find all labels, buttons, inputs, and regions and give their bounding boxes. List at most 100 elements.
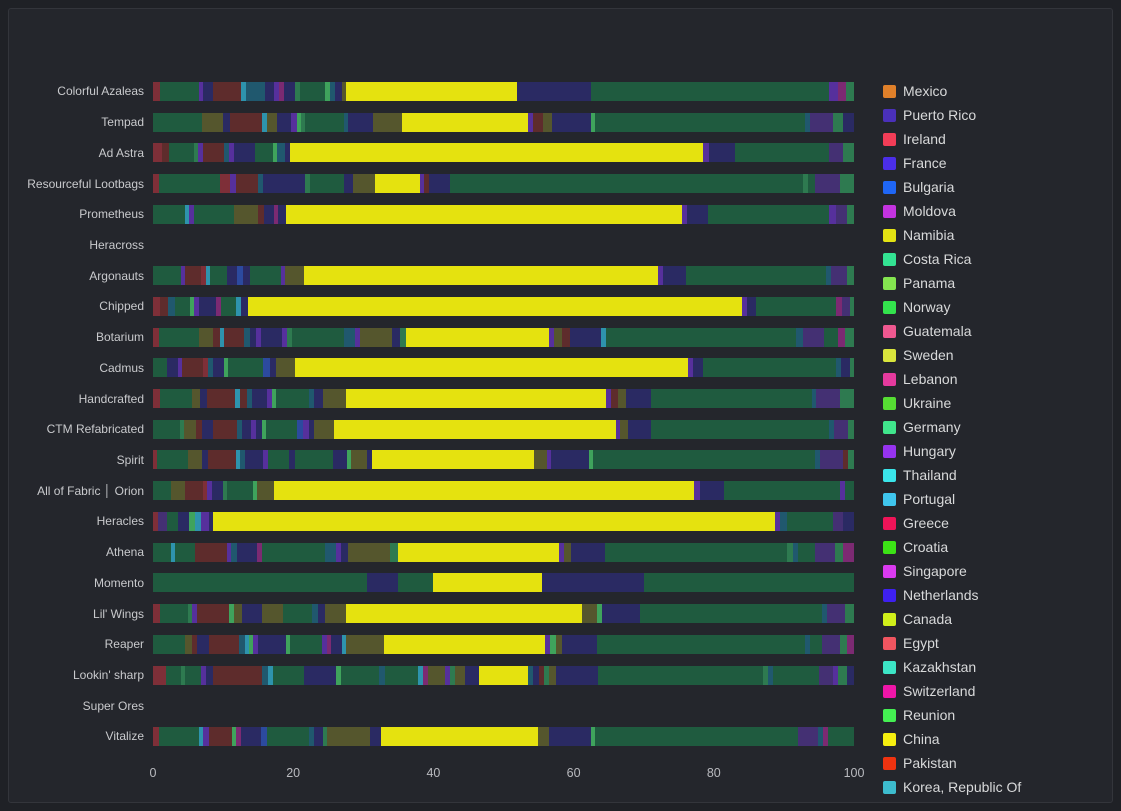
bar-segment[interactable] (818, 665, 833, 685)
bar-segment[interactable] (188, 604, 193, 624)
bar-segment[interactable] (417, 665, 423, 685)
bar-segment[interactable] (278, 204, 287, 224)
bar-segment[interactable] (822, 604, 827, 624)
bar-segment[interactable] (191, 389, 200, 409)
bar-segment[interactable] (267, 665, 273, 685)
bar-segment[interactable] (798, 726, 819, 746)
bar-segment[interactable] (240, 81, 246, 101)
bar-segment[interactable] (228, 604, 234, 624)
bar-segment[interactable] (768, 665, 774, 685)
bar-segment[interactable] (232, 726, 237, 746)
bar-segment[interactable] (209, 511, 213, 531)
bar-segment[interactable] (562, 634, 598, 654)
bar-segment[interactable] (401, 112, 528, 132)
legend-item[interactable]: Portugal (883, 487, 1111, 511)
bar-segment[interactable] (153, 266, 182, 286)
bar-segment[interactable] (843, 143, 854, 163)
bar-segment[interactable] (281, 327, 287, 347)
bar-segment[interactable] (611, 389, 619, 409)
bar-segment[interactable] (762, 665, 769, 685)
bar-segment[interactable] (841, 358, 850, 378)
legend-item[interactable]: Moldova (883, 199, 1111, 223)
bar-segment[interactable] (375, 174, 420, 194)
bar-segment[interactable] (237, 266, 243, 286)
bar-segment[interactable] (212, 419, 238, 439)
bar-segment[interactable] (815, 450, 821, 470)
bar-segment[interactable] (564, 542, 572, 562)
bar-segment[interactable] (843, 112, 854, 132)
legend-item[interactable]: Canada (883, 607, 1111, 631)
bar-segment[interactable] (335, 665, 341, 685)
bar-segment[interactable] (550, 634, 556, 654)
bar-segment[interactable] (845, 327, 854, 347)
bar-segment[interactable] (708, 143, 735, 163)
bar-segment[interactable] (335, 542, 341, 562)
bar-segment[interactable] (843, 511, 854, 531)
bar-segment[interactable] (267, 389, 273, 409)
bar-segment[interactable] (193, 204, 234, 224)
bar-segment[interactable] (327, 726, 370, 746)
bar-segment[interactable] (273, 81, 280, 101)
bar-segment[interactable] (839, 174, 854, 194)
bar-segment[interactable] (838, 665, 847, 685)
bar-segment[interactable] (324, 542, 336, 562)
bar-segment[interactable] (286, 634, 291, 654)
bar-segment[interactable] (266, 726, 309, 746)
bar-segment[interactable] (344, 327, 355, 347)
bar-segment[interactable] (263, 174, 306, 194)
bar-segment[interactable] (198, 81, 204, 101)
bar-segment[interactable] (197, 604, 229, 624)
bar-segment[interactable] (167, 358, 178, 378)
bar-segment[interactable] (244, 327, 250, 347)
bar-segment[interactable] (597, 634, 805, 654)
bar-segment[interactable] (804, 634, 810, 654)
bar-segment[interactable] (818, 726, 823, 746)
bar-segment[interactable] (260, 726, 267, 746)
bar-segment[interactable] (546, 450, 552, 470)
bar-segment[interactable] (304, 665, 336, 685)
bar-segment[interactable] (277, 143, 286, 163)
bar-segment[interactable] (203, 726, 210, 746)
bar-segment[interactable] (588, 450, 594, 470)
bar-segment[interactable] (838, 327, 846, 347)
bar-segment[interactable] (198, 327, 213, 347)
bar-segment[interactable] (230, 112, 262, 132)
bar-segment[interactable] (237, 419, 242, 439)
bar-segment[interactable] (258, 634, 287, 654)
bar-segment[interactable] (350, 450, 367, 470)
bar-segment[interactable] (827, 726, 854, 746)
bar-segment[interactable] (220, 296, 236, 316)
bar-segment[interactable] (734, 143, 830, 163)
bar-segment[interactable] (235, 450, 240, 470)
bar-segment[interactable] (527, 665, 534, 685)
legend-item[interactable]: Namibia (883, 223, 1111, 247)
bar-segment[interactable] (846, 665, 854, 685)
bar-segment[interactable] (153, 143, 163, 163)
bar-segment[interactable] (263, 450, 268, 470)
bar-segment[interactable] (203, 81, 213, 101)
bar-segment[interactable] (326, 634, 331, 654)
bar-segment[interactable] (345, 604, 582, 624)
bar-segment[interactable] (216, 296, 221, 316)
bar-segment[interactable] (290, 634, 322, 654)
bar-segment[interactable] (605, 542, 788, 562)
bar-segment[interactable] (755, 296, 837, 316)
bar-segment[interactable] (230, 174, 236, 194)
bar-segment[interactable] (650, 419, 830, 439)
bar-segment[interactable] (830, 266, 847, 286)
bar-segment[interactable] (277, 112, 292, 132)
bar-segment[interactable] (272, 143, 277, 163)
bar-segment[interactable] (276, 389, 309, 409)
bar-segment[interactable] (261, 604, 283, 624)
bar-segment[interactable] (343, 174, 354, 194)
bar-segment[interactable] (548, 726, 591, 746)
bar-segment[interactable] (153, 81, 160, 101)
bar-segment[interactable] (244, 634, 249, 654)
legend-item[interactable]: Guatemala (883, 319, 1111, 343)
bar-segment[interactable] (542, 573, 644, 593)
bar-segment[interactable] (829, 419, 834, 439)
bar-segment[interactable] (153, 174, 159, 194)
bar-segment[interactable] (340, 542, 348, 562)
bar-segment[interactable] (822, 726, 828, 746)
bar-segment[interactable] (266, 112, 278, 132)
